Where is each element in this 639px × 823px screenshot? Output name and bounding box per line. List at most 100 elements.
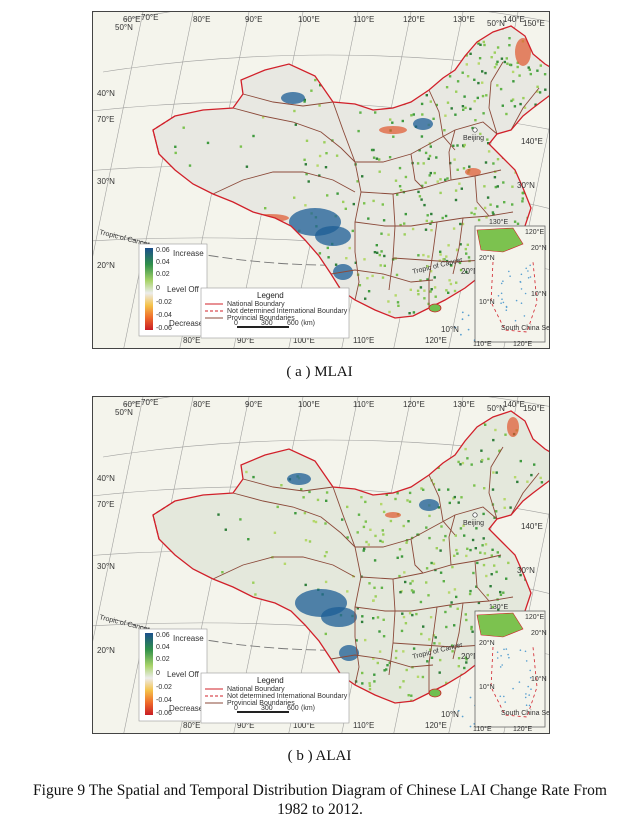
- vegetation-cell: [521, 197, 524, 200]
- vegetation-cell: [252, 581, 255, 584]
- vegetation-cell: [422, 437, 425, 440]
- vegetation-cell: [398, 166, 402, 170]
- vegetation-cell: [336, 462, 340, 465]
- vegetation-cell: [381, 540, 384, 544]
- vegetation-cell: [444, 610, 447, 614]
- vegetation-cell: [252, 475, 255, 479]
- vegetation-cell: [413, 79, 416, 83]
- figure-caption-line-1: Figure 9 The Spatial and Temporal Distri…: [33, 782, 607, 799]
- vegetation-cell: [377, 436, 380, 439]
- vegetation-cell: [548, 115, 549, 119]
- vegetation-cell: [541, 220, 544, 224]
- vegetation-cell: [402, 650, 405, 653]
- lat-label-left: 30°N: [97, 562, 115, 571]
- vegetation-cell: [430, 212, 433, 216]
- vegetation-cell: [300, 488, 303, 491]
- vegetation-cell: [455, 90, 458, 93]
- vegetation-cell: [544, 425, 547, 429]
- inset-island: [508, 270, 510, 273]
- vegetation-cell: [444, 429, 448, 433]
- vegetation-cell: [508, 63, 512, 66]
- vegetation-cell: [518, 169, 521, 173]
- vegetation-cell: [356, 607, 359, 610]
- vegetation-cell: [420, 198, 423, 201]
- vegetation-cell: [448, 75, 452, 78]
- lat-label-right: 10°N: [441, 710, 459, 719]
- vegetation-cell: [527, 422, 531, 425]
- vegetation-cell: [486, 196, 490, 199]
- decrease-patch: [233, 607, 253, 615]
- vegetation-cell: [323, 141, 326, 144]
- vegetation-cell: [356, 692, 359, 696]
- vegetation-cell: [457, 501, 460, 504]
- vegetation-cell: [450, 107, 453, 110]
- lat-label-left: 20°N: [97, 261, 115, 270]
- vegetation-cell: [395, 273, 399, 277]
- vegetation-cell: [465, 270, 468, 274]
- inset-island: [528, 704, 531, 707]
- vegetation-cell: [388, 156, 392, 159]
- vegetation-cell: [364, 520, 367, 523]
- sea-island: [457, 709, 460, 712]
- vegetation-cell: [429, 145, 432, 148]
- vegetation-cell: [475, 527, 478, 530]
- vegetation-cell: [536, 85, 539, 88]
- increase-hotspot: [287, 473, 311, 485]
- vegetation-cell: [474, 207, 477, 210]
- vegetation-cell: [376, 251, 379, 254]
- vegetation-cell: [523, 106, 527, 109]
- vegetation-cell: [535, 157, 539, 160]
- vegetation-cell: [531, 33, 534, 36]
- colorbar-tick: 0.04: [156, 259, 170, 266]
- vegetation-cell: [462, 524, 465, 527]
- vegetation-cell: [445, 86, 449, 89]
- vegetation-cell: [377, 698, 380, 702]
- vegetation-cell: [403, 222, 406, 225]
- sea-island: [460, 333, 462, 336]
- vegetation-cell: [492, 213, 495, 216]
- vegetation-cell: [406, 499, 409, 502]
- colorbar-ramp: [145, 248, 153, 330]
- vegetation-cell: [539, 476, 542, 480]
- vegetation-cell: [363, 258, 366, 261]
- vegetation-cell: [293, 196, 296, 199]
- vegetation-cell: [449, 264, 453, 267]
- vegetation-cell: [428, 154, 432, 158]
- vegetation-cell: [430, 656, 434, 659]
- lat-label-right: 140°E: [521, 522, 543, 531]
- vegetation-cell: [420, 632, 423, 636]
- vegetation-cell: [495, 510, 498, 513]
- vegetation-cell: [470, 625, 473, 629]
- vegetation-cell: [489, 203, 492, 206]
- vegetation-cell: [480, 460, 483, 463]
- vegetation-cell: [220, 603, 224, 606]
- vegetation-cell: [424, 228, 428, 231]
- vegetation-cell: [239, 145, 243, 148]
- vegetation-cell: [439, 571, 443, 574]
- vegetation-cell: [431, 456, 434, 459]
- vegetation-cell: [338, 81, 342, 85]
- vegetation-cell: [461, 413, 464, 416]
- lon-label-bottom: 100°E: [293, 336, 315, 345]
- vegetation-cell: [513, 476, 517, 479]
- vegetation-cell: [303, 100, 306, 103]
- vegetation-cell: [477, 62, 480, 65]
- vegetation-cell: [482, 537, 485, 540]
- vegetation-cell: [444, 178, 447, 181]
- vegetation-cell: [535, 120, 538, 123]
- vegetation-cell: [501, 104, 504, 107]
- vegetation-cell: [403, 233, 406, 236]
- legend-frame: [200, 287, 350, 339]
- vegetation-cell: [439, 253, 442, 256]
- vegetation-cell: [420, 428, 424, 432]
- vegetation-cell: [157, 119, 160, 122]
- vegetation-cell: [469, 107, 472, 111]
- vegetation-cell: [521, 170, 524, 173]
- vegetation-cell: [453, 495, 456, 499]
- vegetation-cell: [160, 221, 164, 225]
- map-panel-a: Beijing Tropic of Cancer Tropic of Cancer 6…: [92, 11, 550, 349]
- vegetation-cell: [454, 113, 457, 116]
- vegetation-cell: [451, 650, 454, 653]
- vegetation-cell: [429, 222, 432, 225]
- vegetation-cell: [511, 203, 514, 206]
